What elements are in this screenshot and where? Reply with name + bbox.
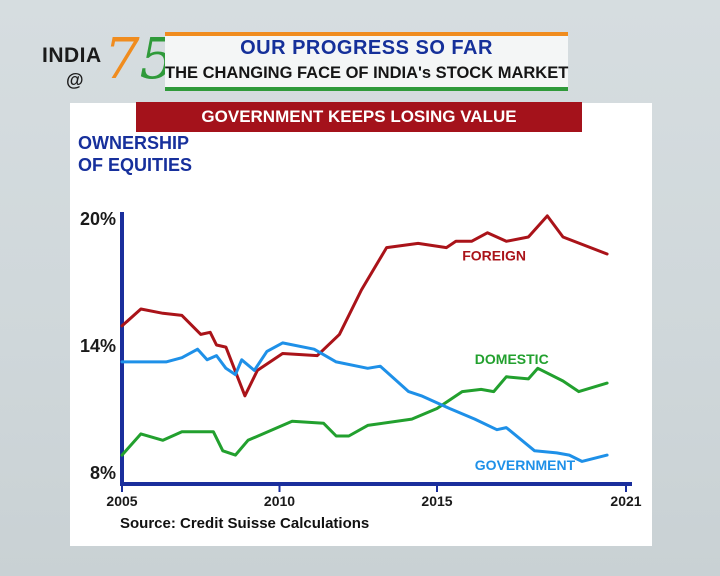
y-axis-title-line1: OWNERSHIP (78, 133, 190, 153)
page-title: OUR PROGRESS SO FAR (240, 37, 493, 59)
logo-at-text: @ (66, 70, 84, 90)
x-tick-label: 2021 (610, 493, 641, 509)
y-axis-title-line2: OF EQUITIES (78, 155, 193, 175)
x-tick-label: 2015 (421, 493, 452, 509)
chart-panel (70, 103, 652, 546)
source-note: Source: Credit Suisse Calculations (120, 515, 370, 532)
y-tick-label: 8% (90, 463, 116, 483)
y-axis-title: OWNERSHIP OF EQUITIES (78, 132, 192, 176)
foreign-series-label: FOREIGN (462, 247, 526, 263)
logo-india-text: INDIA (42, 44, 102, 67)
page-subtitle: THE CHANGING FACE OF INDIA's STOCK MARKE… (165, 64, 569, 82)
domestic-series-label: DOMESTIC (475, 351, 549, 367)
government-line (120, 341, 609, 463)
logo-digit-7: 7 (104, 27, 140, 92)
x-tick-label: 2005 (106, 493, 137, 509)
title-box: OUR PROGRESS SO FAR THE CHANGING FACE OF… (165, 32, 568, 91)
government-series-label: GOVERNMENT (475, 457, 576, 473)
y-tick-label: 14% (80, 336, 116, 356)
foreign-line (120, 214, 609, 398)
domestic-line (120, 366, 609, 457)
chart-banner: GOVERNMENT KEEPS LOSING VALUE (136, 102, 582, 132)
y-tick-label: 20% (80, 209, 116, 229)
x-tick-label: 2010 (264, 493, 295, 509)
